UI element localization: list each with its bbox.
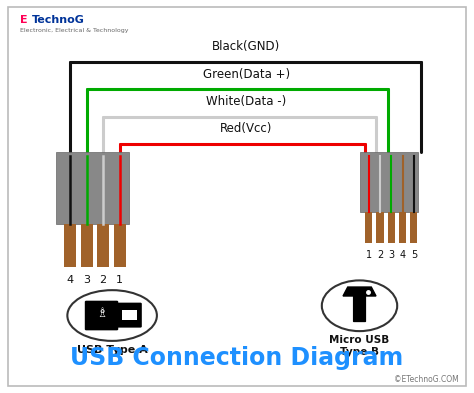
FancyBboxPatch shape — [359, 152, 419, 212]
Text: USB Connection Diagram: USB Connection Diagram — [70, 346, 404, 370]
FancyBboxPatch shape — [85, 301, 118, 331]
Text: 4: 4 — [400, 250, 406, 260]
FancyBboxPatch shape — [9, 7, 465, 386]
FancyBboxPatch shape — [81, 224, 93, 267]
Text: Micro USB
Type B: Micro USB Type B — [329, 335, 390, 356]
Text: 3: 3 — [83, 275, 90, 285]
FancyBboxPatch shape — [55, 152, 128, 224]
Text: USB Type A: USB Type A — [77, 345, 147, 355]
Text: 3: 3 — [388, 250, 394, 260]
Text: 1: 1 — [365, 250, 372, 260]
FancyBboxPatch shape — [64, 224, 76, 267]
FancyBboxPatch shape — [399, 212, 406, 243]
Text: 2: 2 — [377, 250, 383, 260]
Text: Electronic, Electrical & Technology: Electronic, Electrical & Technology — [20, 28, 129, 33]
Text: 5: 5 — [411, 250, 417, 260]
Text: TechnoG: TechnoG — [32, 15, 85, 25]
FancyBboxPatch shape — [97, 224, 109, 267]
FancyBboxPatch shape — [114, 224, 126, 267]
Ellipse shape — [67, 290, 157, 341]
FancyBboxPatch shape — [122, 310, 137, 320]
FancyBboxPatch shape — [376, 212, 383, 243]
Text: 4: 4 — [67, 275, 74, 285]
Text: 1: 1 — [116, 275, 123, 285]
Text: White(Data -): White(Data -) — [206, 95, 287, 108]
FancyBboxPatch shape — [410, 212, 418, 243]
Text: Green(Data +): Green(Data +) — [203, 68, 290, 81]
FancyBboxPatch shape — [113, 303, 142, 328]
Polygon shape — [343, 287, 376, 296]
Text: ©ETechnoG.COM: ©ETechnoG.COM — [394, 375, 458, 384]
Text: E: E — [20, 15, 28, 25]
Text: ♗: ♗ — [96, 307, 108, 320]
Text: Black(GND): Black(GND) — [212, 40, 281, 53]
Ellipse shape — [322, 280, 397, 331]
Text: Red(Vcc): Red(Vcc) — [220, 122, 273, 135]
FancyBboxPatch shape — [365, 212, 372, 243]
FancyBboxPatch shape — [353, 295, 366, 322]
Text: 2: 2 — [100, 275, 107, 285]
FancyBboxPatch shape — [388, 212, 395, 243]
